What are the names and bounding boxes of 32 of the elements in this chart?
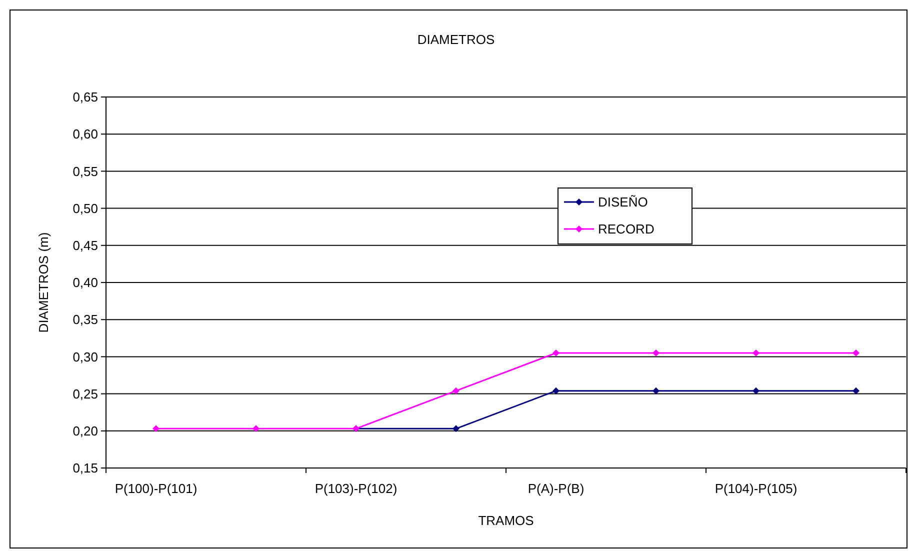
chart-title: DIAMETROS [417, 32, 495, 47]
y-tick-label: 0,50 [72, 200, 98, 216]
point [852, 349, 860, 356]
y-tick-label: 0,35 [72, 312, 98, 328]
point [252, 425, 260, 432]
point [752, 387, 760, 394]
point [852, 387, 860, 394]
y-tick-label: 0,15 [72, 460, 98, 476]
point [652, 349, 660, 356]
legend-label: DISEÑO [598, 194, 648, 210]
y-tick-label: 0,25 [72, 386, 98, 402]
point [752, 349, 760, 356]
x-tick-label: P(103)-P(102) [314, 481, 398, 496]
point [452, 425, 460, 432]
y-tick-label: 0,20 [72, 423, 98, 438]
y-axis-title: DIAMETROS (m) [36, 232, 51, 333]
legend-label: RECORD [598, 222, 654, 237]
y-tick-label: 0,60 [72, 126, 98, 142]
point [652, 387, 660, 394]
point [152, 425, 160, 432]
y-tick-label: 0,40 [72, 275, 98, 290]
x-tick-label: P(A)-P(B) [528, 481, 584, 496]
x-tick-label: P(104)-P(105) [714, 481, 798, 496]
x-tick-label: P(100)-P(101) [114, 481, 198, 496]
point [552, 387, 560, 394]
y-tick-label: 0,65 [72, 90, 98, 105]
point [452, 387, 460, 394]
point [552, 349, 560, 356]
x-axis-title: TRAMOS [478, 513, 534, 528]
y-tick-label: 0,45 [72, 238, 98, 253]
y-tick-label: 0,55 [72, 164, 98, 179]
y-tick-label: 0,30 [72, 349, 98, 364]
